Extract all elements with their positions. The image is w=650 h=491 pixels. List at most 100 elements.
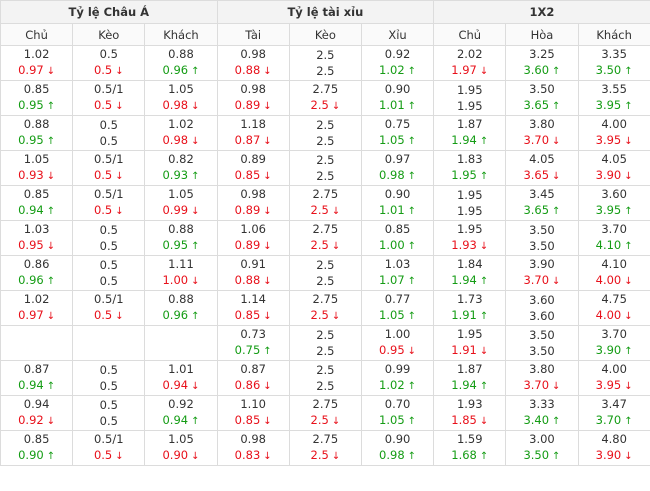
- arrow-up-icon: ↑: [46, 101, 56, 112]
- ou-over-cell: 0.91 0.88 ↓: [216, 255, 290, 291]
- ou-under-cell: 0.90 0.98 ↑: [360, 430, 435, 466]
- current-odds: 0.5 ↓: [74, 307, 144, 325]
- current-odds: 0.5 ↓: [74, 202, 144, 220]
- current-odds-value: 0.94: [18, 203, 44, 217]
- x12-draw-cell: 3.45 3.65 ↑: [505, 185, 579, 221]
- opening-odds: 3.60: [529, 293, 555, 307]
- x12-away-cell: 3.55 3.95 ↑: [577, 80, 650, 116]
- opening-odds: 3.80: [529, 117, 555, 131]
- opening-odds: 0.5: [99, 363, 118, 377]
- current-odds: 3.40 ↑: [507, 412, 577, 430]
- arrow-down-icon: ↓: [479, 241, 489, 252]
- current-odds-value: 0.99: [162, 203, 189, 217]
- opening-odds: 0.75: [384, 117, 411, 131]
- arrow-up-icon: ↑: [624, 206, 633, 217]
- opening-odds: 0.5/1: [94, 82, 124, 96]
- current-odds: 1.07 ↑: [362, 272, 432, 290]
- current-odds: 1.05 ↑: [362, 307, 432, 325]
- current-odds-value: 0.89: [234, 98, 261, 112]
- current-odds-value: 0.88: [234, 63, 261, 77]
- current-odds: 0.89 ↓: [218, 237, 288, 255]
- current-odds: 0.94 ↑: [2, 377, 72, 395]
- opening-odds: 0.5: [99, 47, 118, 61]
- ou-under-cell: 0.99 1.02 ↑: [360, 360, 435, 396]
- current-odds: 1.91 ↑: [435, 307, 505, 325]
- current-odds: 1.97 ↓: [435, 62, 505, 80]
- opening-odds: 0.88: [168, 292, 194, 306]
- current-odds-value: 1.91: [451, 308, 477, 322]
- current-odds: 3.65 ↑: [507, 97, 577, 115]
- current-odds-value: 3.60: [523, 63, 550, 77]
- current-odds-value: 3.70: [523, 133, 550, 147]
- x12-home-cell: 1.83 1.95 ↑: [433, 150, 507, 186]
- x12-home-cell: 2.02 1.97 ↓: [433, 45, 507, 81]
- arrow-down-icon: ↓: [263, 136, 272, 147]
- current-odds: 0.5 ↓: [74, 167, 144, 185]
- current-odds: 3.90 ↓: [579, 167, 649, 185]
- opening-odds: 1.10: [240, 397, 266, 411]
- current-odds-value: 1.02: [379, 63, 405, 77]
- x12-home-cell: 1.87 1.94 ↑: [433, 360, 507, 396]
- opening-odds: 0.98: [240, 432, 266, 446]
- arrow-up-icon: ↑: [263, 346, 272, 357]
- current-odds-value: 3.70: [523, 378, 550, 392]
- arrow-down-icon: ↓: [624, 171, 633, 182]
- current-odds: 0.98 ↑: [362, 167, 432, 185]
- current-odds-value: 0.5: [93, 168, 113, 182]
- current-odds-value: 0.95: [18, 133, 44, 147]
- ou-line-cell: 2.5 2.5: [288, 150, 362, 186]
- current-odds: 3.65 ↓: [507, 167, 577, 185]
- current-odds: 0.95 ↓: [2, 237, 72, 255]
- current-odds-value: 0.90: [162, 448, 189, 462]
- arrow-down-icon: ↓: [624, 381, 633, 392]
- current-odds: 0.96 ↑: [146, 62, 216, 80]
- opening-odds: 0.5: [99, 258, 118, 272]
- opening-odds: 1.84: [456, 257, 483, 271]
- ou-line-cell: 2.75 2.5 ↓: [288, 430, 362, 466]
- current-odds: 3.95 ↓: [579, 132, 649, 150]
- current-odds-value: 1.94: [451, 133, 477, 147]
- opening-odds: 0.99: [384, 362, 411, 376]
- current-odds-value: 1.00: [162, 273, 189, 287]
- opening-odds: 1.95: [456, 222, 483, 236]
- ou-over-cell: 0.98 0.83 ↓: [216, 430, 290, 466]
- arrow-down-icon: ↓: [263, 276, 272, 287]
- opening-odds: 1.95: [456, 188, 483, 202]
- current-odds-value: 4.00: [595, 273, 622, 287]
- current-odds: 2.5 ↓: [290, 202, 360, 220]
- current-odds: 3.90 ↑: [579, 342, 649, 360]
- current-odds-value: 1.95: [451, 168, 477, 182]
- current-odds: 1.95: [435, 203, 505, 219]
- arrow-down-icon: ↓: [407, 346, 417, 357]
- current-odds-value: 1.01: [379, 98, 405, 112]
- current-odds: 0.93 ↓: [2, 167, 72, 185]
- current-odds-value: 3.65: [523, 98, 550, 112]
- arrow-down-icon: ↓: [263, 381, 272, 392]
- opening-odds: 0.97: [384, 152, 411, 166]
- asia-home-cell: 0.94 0.92 ↓: [0, 395, 74, 431]
- current-odds-value: 0.85: [234, 413, 261, 427]
- current-odds: 3.50 ↑: [507, 447, 577, 465]
- x12-draw-cell: 3.80 3.70 ↓: [505, 115, 579, 151]
- current-odds: 3.50 ↑: [579, 62, 649, 80]
- asia-away-cell: 0.82 0.93 ↑: [144, 150, 218, 186]
- current-odds-value: 1.07: [379, 273, 405, 287]
- arrow-up-icon: ↑: [407, 101, 417, 112]
- opening-odds: 0.5/1: [94, 432, 124, 446]
- opening-odds: 2.5: [316, 328, 335, 342]
- current-odds: 0.85 ↓: [218, 412, 288, 430]
- current-odds-value: 0.87: [234, 133, 261, 147]
- arrow-up-icon: ↑: [407, 206, 417, 217]
- arrow-down-icon: ↓: [552, 136, 561, 147]
- current-odds: 1.00 ↓: [146, 272, 216, 290]
- current-odds: 0.94 ↑: [2, 202, 72, 220]
- over-under-header: Tỷ lệ tài xỉu: [216, 0, 435, 24]
- arrow-up-icon: ↑: [552, 66, 561, 77]
- current-odds-value: 0.92: [18, 413, 44, 427]
- table-row: 0.85 0.94 ↑ 0.5/1 0.5 ↓ 1.05 0.99 ↓ 0.98 0.89 ↓ 2.75…: [0, 185, 650, 221]
- opening-odds: 1.18: [240, 117, 266, 131]
- current-odds: 0.97 ↓: [2, 62, 72, 80]
- arrow-up-icon: ↑: [407, 311, 417, 322]
- current-odds: 3.50: [507, 343, 577, 359]
- opening-odds: 0.92: [168, 397, 194, 411]
